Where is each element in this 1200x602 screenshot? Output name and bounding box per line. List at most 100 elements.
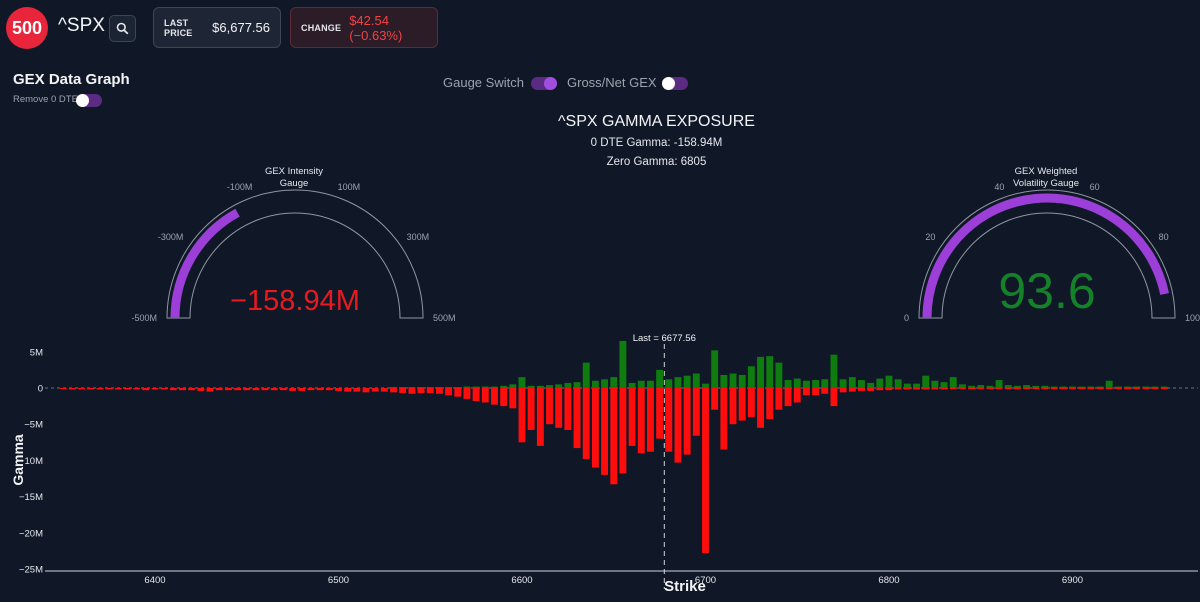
gauge-tick-label: -300M xyxy=(158,232,184,242)
positive-gamma-bar xyxy=(1032,385,1040,388)
negative-gamma-bar xyxy=(619,388,627,474)
gauge-switch-toggle[interactable] xyxy=(531,77,557,90)
gauge-value: −158.94M xyxy=(230,285,360,317)
negative-gamma-bar xyxy=(775,388,783,410)
positive-gamma-bar xyxy=(399,387,407,388)
toggle-knob xyxy=(76,94,89,107)
negative-gamma-bar xyxy=(995,388,1003,389)
positive-gamma-bar xyxy=(1105,380,1113,388)
positive-gamma-bar xyxy=(1078,386,1086,388)
last-price-box: LAST PRICE $6,677.56 xyxy=(153,7,281,48)
positive-gamma-bar xyxy=(876,378,884,388)
negative-gamma-bar xyxy=(78,388,86,390)
negative-gamma-bar xyxy=(353,388,361,392)
x-tick-label: 6800 xyxy=(878,575,899,586)
search-icon xyxy=(116,22,129,35)
negative-gamma-bar xyxy=(1069,388,1076,389)
gross-net-toggle[interactable] xyxy=(662,77,688,90)
negative-gamma-bar xyxy=(821,388,829,394)
positive-gamma-bar xyxy=(656,369,664,388)
negative-gamma-bar xyxy=(307,388,315,391)
zero-gamma-text: Zero Gamma: 6805 xyxy=(606,156,707,168)
positive-gamma-bar xyxy=(1087,386,1095,388)
remove-0dte-toggle[interactable] xyxy=(76,94,102,107)
positive-gamma-bar xyxy=(802,380,810,388)
negative-gamma-bar xyxy=(647,388,654,452)
negative-gamma-bar xyxy=(105,388,113,390)
positive-gamma-bar xyxy=(408,387,416,388)
gauge-tick-label: -500M xyxy=(131,313,157,323)
negative-gamma-bar xyxy=(390,388,397,393)
negative-gamma-bar xyxy=(96,388,104,390)
positive-gamma-bar xyxy=(628,382,636,388)
negative-gamma-bar xyxy=(968,388,976,389)
change-box: CHANGE $42.54 (−0.63%) xyxy=(290,7,438,48)
negative-gamma-bar xyxy=(610,388,618,485)
positive-gamma-bar xyxy=(637,380,645,388)
y-tick-label: −20M xyxy=(19,528,43,539)
negative-gamma-bar xyxy=(59,388,67,389)
positive-gamma-bar xyxy=(1059,386,1067,388)
negative-gamma-bar xyxy=(977,388,985,389)
positive-gamma-bar xyxy=(481,386,489,388)
search-button[interactable] xyxy=(109,15,136,42)
gauge-title-line2: Gauge xyxy=(280,178,309,189)
positive-gamma-bar xyxy=(738,374,746,388)
positive-gamma-bar xyxy=(674,377,682,388)
positive-gamma-bar xyxy=(647,380,654,388)
negative-gamma-bar xyxy=(500,388,508,407)
gamma-bar-chart: 5M0−5M−10M−15M−20M−25M 6400 6500 6600 6700 6… xyxy=(10,333,1198,595)
positive-gamma-bar xyxy=(784,380,792,388)
positive-gamma-bar xyxy=(463,386,471,388)
negative-gamma-bar xyxy=(546,388,553,425)
positive-gamma-bar xyxy=(940,382,948,388)
positive-gamma-bar xyxy=(390,387,397,388)
negative-gamma-bar xyxy=(1014,388,1021,389)
chart-title: ^SPX GAMMA EXPOSURE xyxy=(558,113,755,130)
negative-gamma-bar xyxy=(555,388,563,428)
negative-gamma-bar xyxy=(1124,388,1131,389)
y-axis-label: Gamma xyxy=(10,434,26,486)
change-label: CHANGE xyxy=(301,22,342,33)
negative-gamma-bar xyxy=(417,388,425,394)
positive-gamma-bar xyxy=(812,380,820,388)
toggle-knob xyxy=(662,77,675,90)
negative-gamma-bar xyxy=(133,388,141,390)
negative-gamma-bar xyxy=(1133,388,1141,389)
negative-gamma-bar xyxy=(931,388,939,390)
y-tick-label: −10M xyxy=(19,456,43,467)
negative-gamma-bar xyxy=(124,388,131,390)
positive-gamma-bar xyxy=(472,386,480,388)
negative-gamma-bar xyxy=(858,388,865,391)
y-axis-ticks: 5M 0 −5M −10M −15M −20M −25M xyxy=(19,347,43,575)
negative-gamma-bar xyxy=(747,388,755,417)
negative-gamma-bar xyxy=(591,388,599,468)
ticker-symbol: ^SPX xyxy=(58,15,105,36)
positive-gamma-bar xyxy=(417,387,425,388)
volatility-gauge: GEX Weighted Volatility Gauge 0 20 40 60 80 1… xyxy=(904,166,1200,323)
positive-gamma-bar xyxy=(564,382,572,388)
positive-gamma-bar xyxy=(546,385,553,388)
positive-gamma-bar xyxy=(968,385,976,388)
negative-gamma-bar xyxy=(1050,388,1058,389)
negative-gamma-bar xyxy=(784,388,792,407)
gross-net-label: Gross/Net GEX xyxy=(567,75,657,90)
negative-gamma-bar xyxy=(344,388,352,392)
app-logo[interactable]: 500 xyxy=(6,7,48,49)
positive-gamma-bar xyxy=(435,387,443,388)
positive-gamma-bar xyxy=(922,375,930,388)
positive-gamma-bar xyxy=(1114,386,1122,388)
negative-gamma-bar xyxy=(738,388,746,421)
negative-gamma-bar xyxy=(793,388,801,403)
negative-gamma-bar xyxy=(573,388,581,449)
negative-gamma-bar xyxy=(509,388,517,409)
dte-gamma-text: 0 DTE Gamma: -158.94M xyxy=(590,137,723,149)
x-tick-label: 6900 xyxy=(1062,575,1083,586)
negative-gamma-bar xyxy=(472,388,480,402)
positive-gamma-bar xyxy=(491,386,498,388)
negative-gamma-bar xyxy=(215,388,223,391)
positive-gamma-bar xyxy=(1041,385,1049,388)
negative-gamma-bar xyxy=(243,388,251,391)
negative-gamma-bar xyxy=(986,388,994,389)
gauge-tick-label: 100 xyxy=(1185,313,1200,323)
